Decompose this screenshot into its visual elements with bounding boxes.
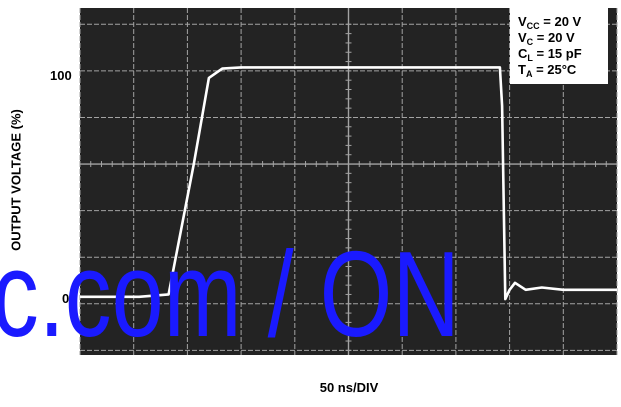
x-axis-title: 50 ns/DIV — [319, 380, 379, 395]
grid — [79, 8, 618, 355]
waveform-trace — [80, 66, 617, 301]
watermark: c.com / ON — [0, 226, 460, 362]
legend-line-cl: CL = 15 pF — [518, 46, 582, 63]
y-tick-label-100: 100 — [50, 68, 72, 83]
test-conditions-legend: VCC = 20 V VC = 20 V CL = 15 pF TA = 25°… — [510, 8, 608, 84]
y-tick-label-0: 0 — [62, 291, 70, 306]
watermark-text: c.com / ON — [0, 226, 460, 362]
legend-line-vc: VC = 20 V — [518, 30, 575, 47]
legend-line-ta: TA = 25°C — [518, 62, 577, 79]
legend-line-vcc: VCC = 20 V — [518, 14, 582, 31]
